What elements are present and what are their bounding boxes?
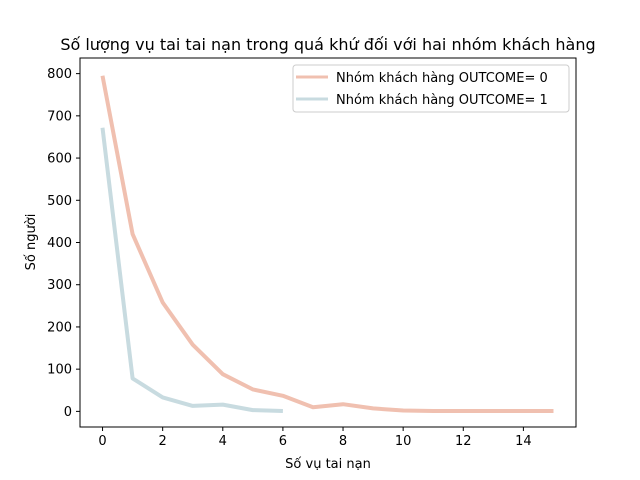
- y-tick-label: 100: [47, 363, 72, 378]
- x-tick-label: 8: [339, 434, 347, 449]
- y-axis-label: Số người: [24, 214, 39, 271]
- y-axis-ticks: 0 100 200 300 400 500 600 700 800: [47, 67, 80, 420]
- x-axis-ticks: 0 2 4 6 8 10 12 14: [98, 427, 532, 449]
- chart-title: Số lượng vụ tai tai nạn trong quá khứ đố…: [60, 35, 595, 54]
- x-tick-label: 0: [98, 434, 106, 449]
- x-tick-label: 4: [219, 434, 227, 449]
- legend-box: [292, 64, 570, 113]
- y-tick-label: 800: [47, 67, 72, 82]
- x-tick-label: 12: [455, 434, 472, 449]
- legend-label-outcome-0: Nhóm khách hàng OUTCOME= 0: [336, 71, 548, 86]
- legend: Nhóm khách hàng OUTCOME= 0 Nhóm khách hà…: [292, 64, 570, 113]
- x-tick-label: 6: [279, 434, 287, 449]
- plot-lines: [100, 75, 554, 413]
- x-axis-label: Số vụ tai nạn: [285, 457, 371, 472]
- x-tick-label: 2: [159, 434, 167, 449]
- y-tick-label: 700: [47, 109, 72, 124]
- series-line-outcome-1: [100, 127, 283, 413]
- y-tick-label: 300: [47, 278, 72, 293]
- y-tick-label: 500: [47, 194, 72, 209]
- y-tick-label: 0: [64, 405, 72, 420]
- y-tick-label: 400: [47, 236, 72, 251]
- y-tick-label: 600: [47, 152, 72, 167]
- legend-label-outcome-1: Nhóm khách hàng OUTCOME= 1: [336, 93, 548, 108]
- x-tick-label: 10: [395, 434, 412, 449]
- plot-frame: [79, 57, 577, 428]
- series-line-outcome-0: [100, 75, 554, 413]
- x-tick-label: 14: [515, 434, 532, 449]
- y-tick-label: 200: [47, 320, 72, 335]
